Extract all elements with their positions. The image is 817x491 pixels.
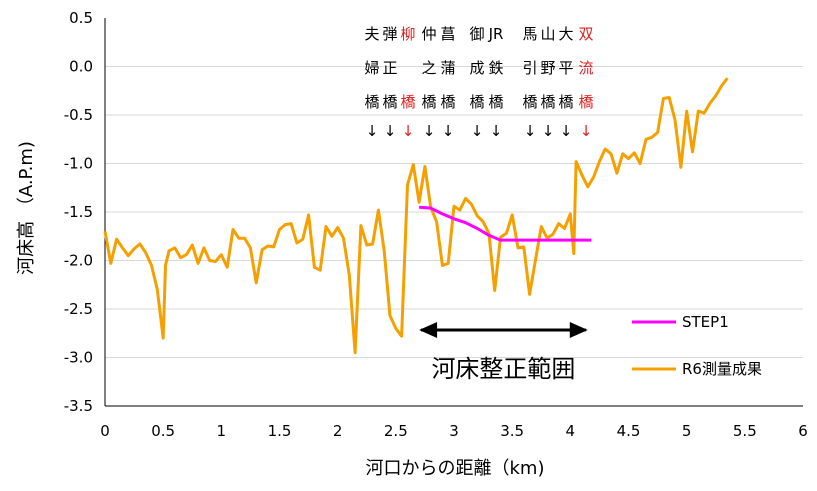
y-tick-labels: 0.5 0.0 -0.5 -1.0 -1.5 -2.0 -2.5 -3.0 -3.5 [64, 9, 93, 415]
bridge-char: 菖 [440, 25, 455, 43]
range-label: 河床整正範囲 [431, 355, 575, 383]
axes [104, 18, 803, 407]
bridge-char: 婦 [364, 59, 379, 77]
x-tick-label: 1.5 [268, 422, 292, 440]
bridge-char: 御 [469, 25, 484, 43]
bridge-char: ↓ [542, 122, 555, 140]
bridge-char: 正 [382, 59, 397, 77]
bridge-char: ↓ [524, 122, 537, 140]
bridge-annotations: 夫弾柳仲菖御 JR 馬山大双婦正之蒲成鉄引野平流橋橋橋橋橋橋橋橋橋橋橋↓ ↓ ↓ ↓ ↓ ↓ ↓… [364, 25, 593, 140]
bridge-char: ↓ [560, 122, 573, 140]
y-tick-label: 0.0 [69, 58, 93, 76]
bridge-char: 鉄 [488, 59, 503, 77]
x-tick-label: 4 [566, 422, 576, 440]
bridge-char: ↓ [384, 122, 397, 140]
x-tick-label: 4.5 [617, 422, 641, 440]
bridge-char: 双 [578, 25, 593, 43]
bridge-char: 平 [558, 59, 573, 77]
bridge-char: 弾 [382, 25, 397, 43]
bridge-char: ↓ [490, 122, 503, 140]
bridge-char: 橋 [558, 93, 573, 111]
legend: STEP1 R6測量成果 [632, 313, 762, 378]
series-line-r6 [103, 77, 729, 355]
bridge-char: 成 [469, 59, 484, 77]
bridge-char: 橋 [421, 93, 436, 111]
y-tick-label: -1.5 [64, 203, 93, 221]
bridge-char: 橋 [364, 93, 379, 111]
bridge-char: ↓ [442, 122, 455, 140]
bridge-char: 引 [522, 59, 537, 77]
legend-label: STEP1 [682, 313, 729, 331]
bridge-char: ↓ [402, 122, 415, 140]
x-tick-labels: 0 0.5 1 1.5 2 2.5 3 3.5 4 4.5 5 5.5 6 [100, 422, 808, 440]
legend-label: R6測量成果 [682, 360, 762, 378]
bridge-char: 橋 [382, 93, 397, 111]
x-tick-label: 6 [798, 422, 808, 440]
y-tick-label: -3.0 [64, 349, 93, 367]
bridge-char: 仲 [421, 25, 436, 43]
bridge-char: 橋 [578, 93, 593, 111]
bridge-char: ↓ [580, 122, 593, 140]
bridge-char: ↓ [366, 122, 379, 140]
y-tick-label: 0.5 [69, 9, 93, 27]
bridge-char: 大 [558, 25, 573, 43]
gridlines [105, 66, 803, 358]
range-arrowhead-left [419, 322, 438, 338]
x-tick-label: 2.5 [384, 422, 408, 440]
series-line-step1 [418, 205, 592, 242]
bridge-char: ↓ [423, 122, 436, 140]
bridge-char: 蒲 [440, 59, 455, 77]
bridge-char: 橋 [488, 93, 503, 111]
x-tick-label: 3 [449, 422, 459, 440]
y-tick-label: -1.0 [64, 155, 93, 173]
y-tick-label: -3.5 [64, 397, 93, 415]
range-arrowhead-right [569, 322, 588, 338]
bridge-char: 夫 [364, 25, 379, 43]
bridge-char: 流 [578, 59, 593, 77]
bridge-char: 柳 [400, 25, 415, 43]
y-tick-label: -2.0 [64, 252, 93, 270]
bridge-char: 橋 [540, 93, 555, 111]
bridge-char: 山 [540, 25, 555, 43]
range-annotation: 河床整正範囲 [419, 322, 588, 383]
bridge-char: 之 [421, 59, 436, 77]
x-axis-title: 河口からの距離（km) [366, 458, 545, 479]
y-tick-label: -0.5 [64, 106, 93, 124]
x-tick-label: 0 [100, 422, 110, 440]
y-axis-title: 河床高 （A.P.m) [16, 141, 37, 275]
x-tick-label: 5 [682, 422, 692, 440]
x-tick-label: 2 [333, 422, 343, 440]
x-tick-label: 0.5 [151, 422, 175, 440]
x-tick-label: 3.5 [500, 422, 524, 440]
bridge-char: ↓ [471, 122, 484, 140]
x-tick-label: 1 [217, 422, 227, 440]
bridge-char: 野 [540, 59, 555, 77]
y-tick-label: -2.5 [64, 300, 93, 318]
bridge-char: 橋 [522, 93, 537, 111]
bridge-char: 橋 [469, 93, 484, 111]
bridge-char: 橋 [440, 93, 455, 111]
series-lines [103, 77, 729, 355]
bridge-char: 橋 [400, 93, 415, 111]
bridge-char: JR [488, 25, 504, 43]
bridge-char: 馬 [522, 25, 537, 43]
x-tick-label: 5.5 [733, 422, 757, 440]
